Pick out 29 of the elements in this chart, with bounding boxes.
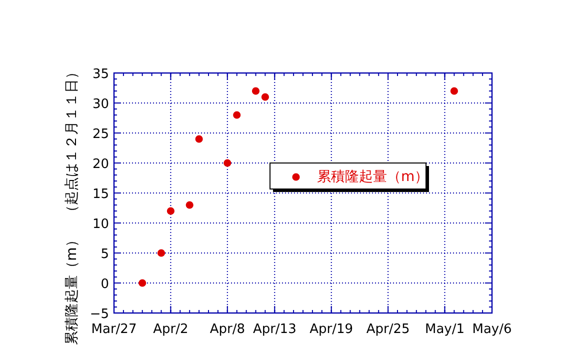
y-tick-label: 5 bbox=[100, 247, 109, 262]
y-tick-label: 15 bbox=[92, 187, 109, 202]
y-tick-label: 20 bbox=[92, 157, 109, 172]
legend-label: 累積隆起量（m） bbox=[317, 169, 429, 185]
point bbox=[166, 207, 174, 215]
y-tick-label: 25 bbox=[92, 127, 109, 142]
point bbox=[138, 279, 146, 287]
x-tick-label: Apr/8 bbox=[210, 322, 245, 337]
y-tick-label: 30 bbox=[92, 97, 109, 112]
y-tick-label: −5 bbox=[90, 307, 109, 322]
y-tick-label: 10 bbox=[92, 217, 109, 232]
y-axis-title: 累積隆起量（m） （起点は１２月１１日） bbox=[64, 65, 80, 345]
x-tick-label: May/6 bbox=[472, 322, 512, 337]
y-tick-label: 35 bbox=[92, 67, 109, 82]
point bbox=[450, 87, 458, 95]
x-tick-label: Mar/27 bbox=[91, 322, 137, 337]
x-tick-label: May/1 bbox=[424, 322, 465, 337]
x-tick-label: Apr/2 bbox=[153, 322, 188, 337]
point bbox=[224, 159, 232, 167]
point bbox=[157, 249, 166, 257]
x-tick-label: Apr/13 bbox=[252, 322, 296, 337]
point bbox=[233, 111, 241, 119]
y-tick-label: 0 bbox=[100, 277, 109, 292]
point bbox=[252, 87, 260, 95]
point bbox=[186, 201, 194, 209]
x-tick-label: Apr/19 bbox=[310, 322, 354, 337]
point bbox=[261, 93, 269, 101]
x-tick-label: Apr/25 bbox=[366, 322, 410, 337]
point bbox=[195, 135, 203, 143]
